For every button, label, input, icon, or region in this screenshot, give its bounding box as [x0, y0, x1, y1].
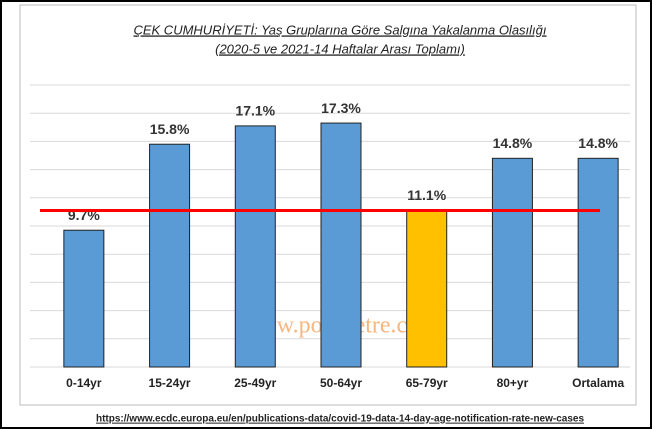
value-label: 14.8%: [578, 135, 618, 151]
bar: [491, 157, 533, 368]
bar: [320, 122, 362, 368]
source: https://www.ecdc.europa.eu/en/publicatio…: [96, 414, 584, 425]
bar: [577, 157, 619, 368]
x-tick-label: 65-79yr: [406, 376, 448, 390]
chart-subtitle: (2020-5 ve 2021-14 Haftalar Arası Toplam…: [215, 41, 465, 56]
x-tick-label: 25-49yr: [234, 376, 276, 390]
x-tick-label: Ortalama: [572, 376, 624, 390]
bar: [406, 209, 448, 368]
x-tick-label: 50-64yr: [320, 376, 362, 390]
value-label: 15.8%: [150, 121, 190, 137]
value-label: 17.3%: [321, 100, 361, 116]
bar: [63, 229, 105, 368]
bar: [149, 143, 191, 368]
x-tick-label: 80+yr: [497, 376, 529, 390]
value-label: 11.1%: [407, 187, 446, 203]
chart-title: ÇEK CUMHURİYETİ: Yaş Gruplarına Göre Sal…: [133, 22, 546, 37]
value-label: 17.1%: [235, 103, 275, 119]
x-tick-label: 0-14yr: [66, 376, 102, 390]
bar: [234, 125, 276, 368]
value-label: 14.8%: [493, 135, 533, 151]
x-tick-label: 15-24yr: [149, 376, 191, 390]
